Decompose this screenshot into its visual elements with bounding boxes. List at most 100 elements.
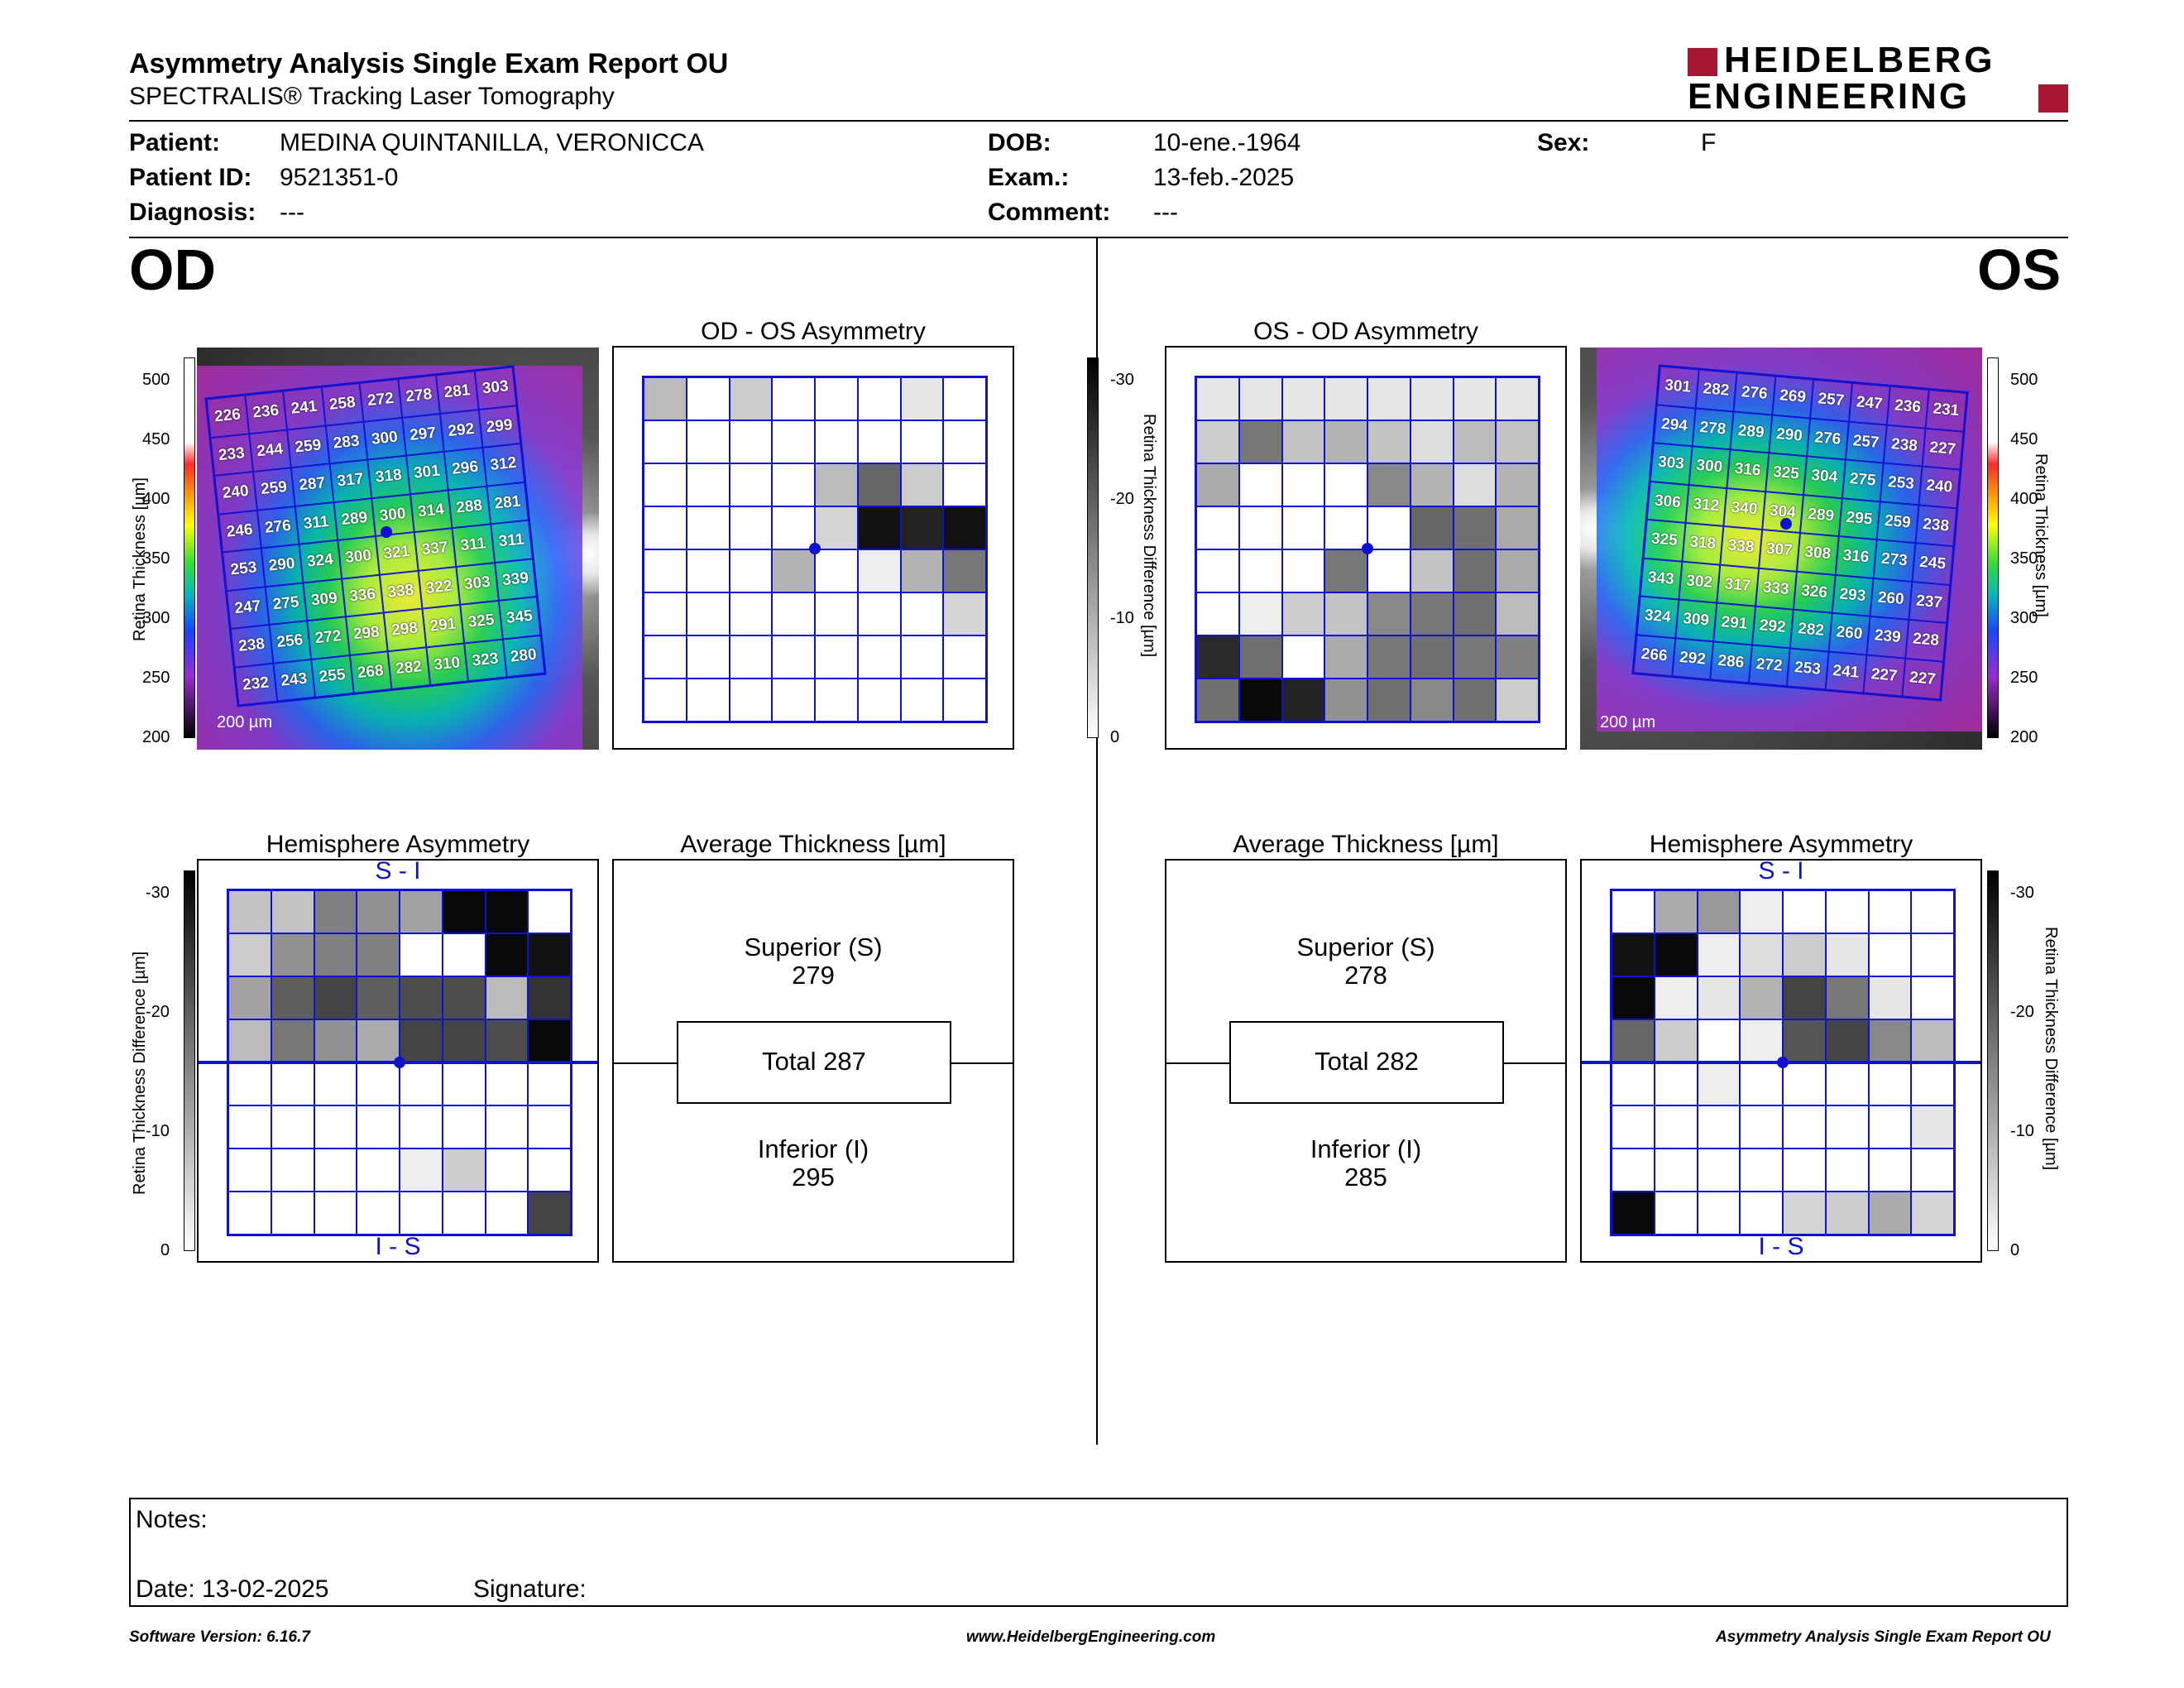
superior-value-left: 279: [792, 961, 835, 990]
os-asym-cell-r3-c4: [1324, 463, 1367, 506]
od-os-asymmetry-title: OD - OS Asymmetry: [701, 318, 926, 345]
od-hemi-cell-r3-c6: [442, 976, 486, 1019]
od-thickness-cell: 278: [397, 375, 440, 418]
od-asym-cell-r4-c3: [729, 506, 773, 549]
os-asym-cell-r2-c6: [1410, 420, 1454, 463]
os-asym-cell-r5-c8: [1496, 549, 1539, 592]
od-thickness-cell: 282: [387, 646, 430, 689]
od-hemi-cell-r3-c1: [228, 976, 271, 1019]
od-hemi-cell-r2-c6: [442, 933, 486, 976]
od-thickness-cell: 301: [405, 451, 448, 494]
od-asym-cell-r8-c4: [772, 679, 815, 722]
od-thickness-cell: 268: [349, 650, 392, 693]
od-asym-cell-r1-c7: [900, 377, 944, 420]
thickness-tick: 400: [142, 490, 170, 508]
os-asym-cell-r1-c1: [1196, 377, 1239, 420]
od-asym-cell-r5-c3: [729, 549, 773, 592]
od-hemi-cell-r1-c2: [271, 890, 314, 933]
os-asym-cell-r8-c8: [1496, 679, 1539, 722]
od-hemi-cell-r2-c5: [400, 933, 443, 976]
os-hemi-cell-r3-c7: [1868, 976, 1912, 1019]
hemi-diff-axis-label-right: Retina Thickness Difference [µm]: [2042, 927, 2060, 1171]
total-value-right: Total 282: [1315, 1047, 1419, 1076]
os-hemi-cell-r7-c4: [1740, 1149, 1783, 1192]
logo-red-square-2: [2038, 84, 2068, 113]
od-thickness-cell: 337: [414, 528, 457, 571]
os-hemi-cell-r3-c6: [1825, 976, 1869, 1019]
od-asym-cell-r5-c8: [943, 549, 986, 592]
os-thickness-cell: 312: [1685, 484, 1727, 526]
od-thickness-cell: 259: [252, 468, 295, 511]
od-os-asymmetry-panel: [612, 346, 1014, 750]
od-hemi-cell-r8-c5: [400, 1192, 443, 1235]
os-thickness-cell: 307: [1758, 529, 1800, 572]
od-hemi-cell-r6-c2: [271, 1105, 314, 1149]
os-thickness-cell: 275: [1842, 459, 1884, 501]
od-asym-cell-r3-c2: [686, 463, 730, 506]
hemi-is-label-left: I - S: [375, 1233, 421, 1260]
os-hemi-cell-r7-c2: [1654, 1149, 1698, 1192]
od-asym-cell-r3-c6: [857, 463, 901, 506]
os-fovea-marker: [1780, 518, 1792, 530]
footer-website[interactable]: www.HeidelbergEngineering.com: [966, 1628, 1216, 1646]
os-asym-cell-r3-c2: [1238, 463, 1282, 506]
od-thickness-cell: 318: [367, 455, 410, 498]
superior-label-left: Superior (S): [744, 933, 883, 961]
od-asym-cell-r2-c1: [644, 420, 687, 463]
od-thickness-cell: 338: [379, 570, 422, 613]
os-thickness-cell: 309: [1674, 599, 1717, 641]
od-asym-cell-r3-c7: [900, 463, 944, 506]
os-asym-cell-r4-c3: [1281, 506, 1325, 549]
os-thickness-cell: 253: [1880, 463, 1923, 505]
os-thickness-cell: 269: [1771, 376, 1814, 419]
od-asym-cell-r5-c4: [772, 549, 815, 592]
os-asym-cell-r1-c8: [1496, 377, 1539, 420]
os-hemi-cell-r1-c1: [1612, 890, 1655, 933]
od-thickness-cell: 281: [486, 482, 529, 525]
od-hemi-cell-r2-c7: [485, 933, 529, 976]
os-thickness-cell: 231: [1925, 389, 1967, 432]
os-thickness-cell: 333: [1755, 568, 1797, 610]
od-asym-cell-r3-c4: [772, 463, 815, 506]
od-hemi-cell-r1-c5: [400, 890, 443, 933]
os-asym-cell-r4-c5: [1367, 506, 1410, 549]
thickness-colorbar-right: [1987, 357, 1999, 738]
od-asym-cell-r4-c1: [644, 506, 687, 549]
patient-id: 9521351-0: [280, 164, 399, 191]
hemi-diff-tick: 0: [160, 1241, 170, 1259]
od-asym-cell-r7-c7: [900, 635, 944, 679]
os-od-asymmetry-title: OS - OD Asymmetry: [1253, 318, 1478, 345]
os-hemi-cell-r4-c5: [1783, 1019, 1826, 1062]
os-hemi-cell-r7-c6: [1825, 1149, 1869, 1192]
logo-text-line2: ENGINEERING: [1688, 76, 1971, 117]
thickness-tick-right: 350: [2010, 549, 2038, 568]
os-thickness-cell: 295: [1838, 497, 1880, 540]
hemi-center-marker-left: [394, 1057, 405, 1068]
os-thickness-cell: 325: [1765, 453, 1808, 495]
od-thickness-cell: 299: [478, 405, 521, 448]
od-asym-cell-r6-c7: [900, 592, 944, 635]
os-asym-cell-r2-c1: [1196, 420, 1239, 463]
os-hemi-cell-r3-c1: [1612, 976, 1655, 1019]
od-thickness-cell: 291: [421, 604, 465, 647]
os-hemi-cell-r1-c2: [1654, 890, 1698, 933]
od-hemi-cell-r8-c2: [271, 1192, 314, 1235]
logo-red-square: [1688, 48, 1717, 76]
od-thickness-cell: 321: [376, 532, 419, 575]
od-hemi-cell-r6-c8: [528, 1105, 571, 1149]
comment-label: Comment:: [988, 199, 1111, 226]
footer-version: Software Version: 6.16.7: [129, 1628, 310, 1646]
od-thickness-cell: 311: [295, 501, 338, 544]
od-thickness-cell: 276: [256, 506, 299, 549]
hemisphere-asymmetry-panel-right: S - I I - S: [1580, 857, 1982, 1263]
od-thickness-cell: 322: [418, 566, 461, 609]
thickness-colorbar: [184, 357, 195, 738]
os-hemi-cell-r2-c6: [1825, 933, 1869, 976]
average-thickness-panel-left: Superior (S) 279 Total 287 Inferior (I) …: [612, 859, 1014, 1263]
os-thickness-cell: 237: [1908, 581, 1951, 623]
hemi-asymmetry-grid-right: [1610, 889, 1956, 1236]
diff-tick: -20: [1110, 490, 1134, 508]
thickness-tick: 250: [142, 669, 170, 687]
od-asym-cell-r1-c2: [686, 377, 730, 420]
total-box-left: Total 287: [677, 1021, 951, 1104]
